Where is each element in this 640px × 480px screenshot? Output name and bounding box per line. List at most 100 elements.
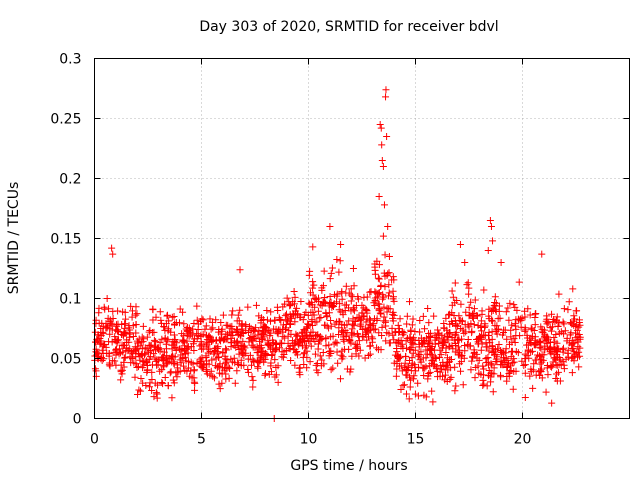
- data-point: [384, 223, 392, 230]
- data-point: [326, 223, 334, 230]
- data-point: [327, 366, 335, 374]
- data-point: [157, 319, 165, 327]
- data-point: [209, 372, 217, 380]
- data-point: [134, 339, 142, 347]
- data-point: [463, 281, 471, 289]
- data-point: [541, 333, 549, 341]
- data-point: [306, 300, 314, 308]
- data-point: [150, 336, 158, 344]
- data-point: [575, 348, 583, 356]
- data-point: [162, 340, 170, 348]
- data-point: [416, 356, 424, 364]
- data-point: [198, 315, 206, 323]
- data-point: [494, 325, 502, 333]
- data-point: [536, 360, 544, 368]
- data-point: [372, 294, 380, 302]
- data-point: [377, 310, 385, 318]
- data-point: [478, 327, 486, 335]
- data-point: [380, 293, 388, 301]
- data-point: [163, 337, 171, 345]
- data-point: [546, 324, 554, 332]
- data-point: [445, 311, 453, 319]
- data-point: [451, 387, 459, 395]
- data-point: [507, 333, 515, 341]
- data-point: [531, 341, 539, 349]
- data-point: [506, 368, 514, 376]
- data-point: [327, 269, 335, 277]
- data-point: [475, 356, 483, 364]
- data-point: [145, 383, 153, 391]
- data-point: [92, 316, 100, 324]
- data-point: [111, 333, 119, 341]
- data-point: [287, 356, 295, 364]
- data-point: [559, 346, 567, 354]
- data-point: [159, 357, 167, 365]
- data-point: [350, 304, 358, 312]
- data-point: [491, 293, 499, 301]
- data-point: [449, 345, 457, 353]
- data-point: [451, 299, 459, 307]
- data-point: [402, 365, 410, 373]
- data-point: [510, 335, 518, 343]
- data-point: [347, 285, 355, 293]
- data-point: [399, 381, 407, 389]
- data-point: [286, 320, 294, 328]
- data-point: [92, 372, 100, 380]
- x-axis-label: GPS time / hours: [290, 458, 407, 474]
- data-point: [485, 371, 493, 379]
- data-point: [445, 343, 453, 351]
- data-point: [383, 133, 391, 140]
- data-point: [394, 352, 402, 360]
- data-point: [397, 342, 405, 350]
- data-point: [198, 354, 206, 362]
- data-point: [307, 342, 315, 350]
- data-point: [132, 346, 140, 354]
- data-point: [385, 281, 393, 289]
- data-point: [509, 359, 517, 367]
- data-point: [371, 288, 379, 296]
- data-point: [515, 278, 523, 286]
- data-point: [512, 332, 520, 340]
- data-point: [488, 349, 496, 357]
- data-point: [235, 361, 243, 369]
- data-point: [431, 346, 439, 354]
- data-point: [281, 334, 289, 342]
- data-point: [402, 390, 410, 398]
- data-point: [403, 312, 411, 320]
- data-point: [202, 339, 210, 347]
- data-point: [567, 329, 575, 337]
- data-point: [269, 336, 277, 344]
- data-point: [244, 368, 252, 376]
- data-point: [100, 303, 108, 311]
- data-point: [222, 321, 230, 329]
- data-point: [320, 267, 328, 275]
- data-point: [140, 351, 148, 359]
- data-point: [112, 351, 120, 359]
- data-point: [319, 349, 327, 357]
- data-point: [168, 345, 176, 353]
- data-point: [315, 314, 323, 322]
- data-point: [148, 328, 156, 336]
- data-point: [168, 394, 176, 402]
- data-point: [293, 347, 301, 355]
- data-point: [221, 335, 229, 343]
- data-point: [511, 322, 519, 330]
- data-point: [327, 347, 335, 355]
- data-point: [369, 335, 377, 343]
- data-point: [381, 318, 389, 326]
- data-point: [520, 362, 528, 370]
- data-point: [268, 351, 276, 359]
- data-point: [366, 342, 374, 350]
- x-tick-labels: 0 5 10 15 20: [90, 432, 531, 448]
- data-point: [487, 223, 495, 230]
- data-point: [306, 267, 314, 275]
- data-point: [128, 313, 136, 321]
- data-point: [339, 311, 347, 319]
- data-point: [451, 279, 459, 287]
- data-point: [340, 337, 348, 345]
- data-point: [117, 361, 125, 369]
- data-point: [477, 346, 485, 354]
- data-point: [393, 348, 401, 356]
- data-point: [234, 311, 242, 319]
- data-point: [259, 329, 267, 337]
